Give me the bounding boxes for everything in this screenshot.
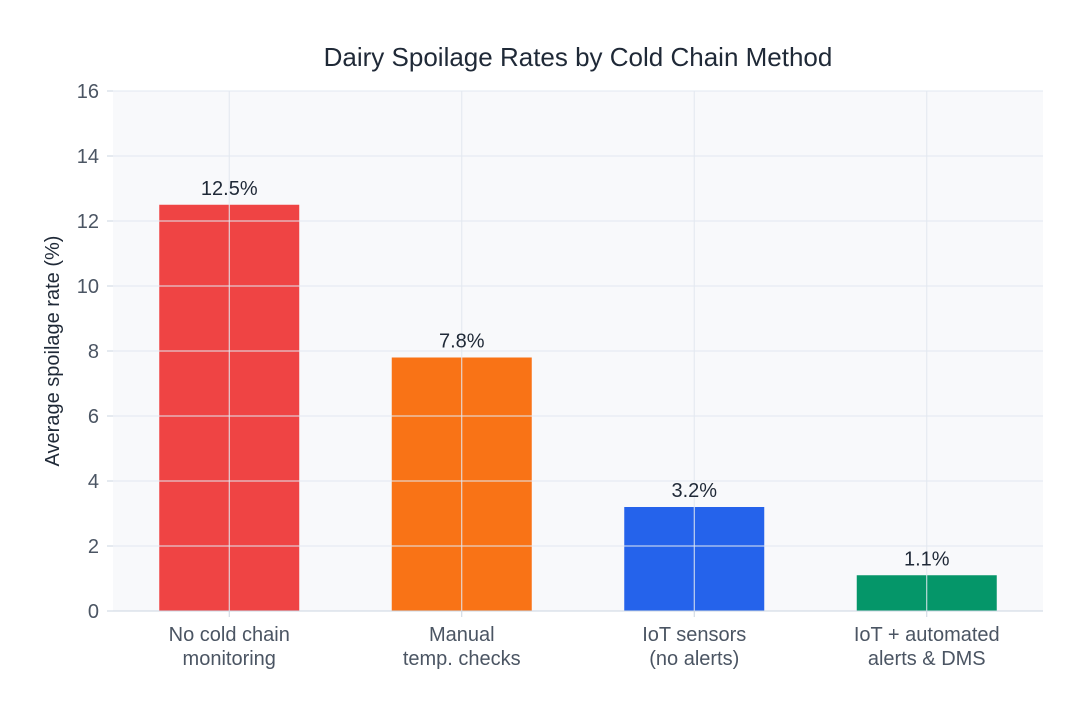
y-tick-label: 0 xyxy=(88,601,99,623)
data-label: 3.2% xyxy=(671,480,717,502)
y-tick-label: 10 xyxy=(77,276,99,298)
x-tick-label: monitoring xyxy=(183,648,276,670)
x-tick-label: IoT + automated xyxy=(854,624,1000,646)
y-tick-label: 6 xyxy=(88,406,99,428)
y-tick-label: 14 xyxy=(77,146,99,168)
y-tick-label: 8 xyxy=(88,341,99,363)
x-tick-label: No cold chain xyxy=(169,624,290,646)
data-label: 1.1% xyxy=(904,548,950,570)
data-label: 12.5% xyxy=(201,178,258,200)
x-tick-label: (no alerts) xyxy=(649,648,739,670)
x-tick-label: alerts & DMS xyxy=(868,648,986,670)
y-tick-label: 16 xyxy=(77,81,99,103)
y-tick-label: 12 xyxy=(77,211,99,233)
data-label: 7.8% xyxy=(439,331,485,353)
x-tick-label: Manual xyxy=(429,624,495,646)
chart-title: Dairy Spoilage Rates by Cold Chain Metho… xyxy=(324,42,833,72)
y-axis-label: Average spoilage rate (%) xyxy=(42,236,64,467)
y-tick-label: 2 xyxy=(88,536,99,558)
x-tick-label: temp. checks xyxy=(403,648,521,670)
x-tick-label: IoT sensors xyxy=(642,624,746,646)
y-tick-label: 4 xyxy=(88,471,99,493)
